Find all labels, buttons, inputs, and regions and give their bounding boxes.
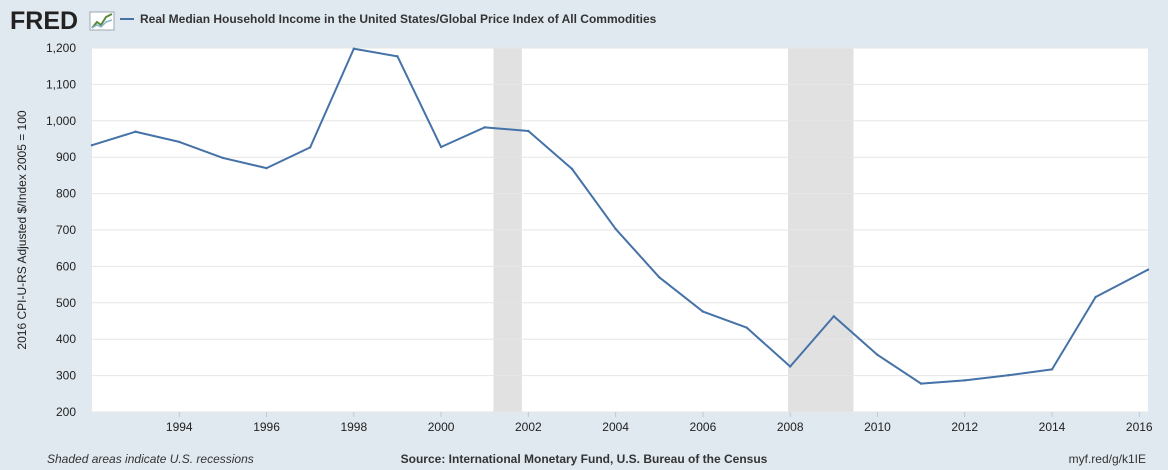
data-point	[1094, 295, 1097, 299]
fred-logo-chart-icon	[89, 11, 115, 31]
recession-note: Shaded areas indicate U.S. recessions	[47, 452, 254, 466]
fred-logo[interactable]: FRED	[10, 7, 78, 35]
y-axis-label: 2016 CPI-U-RS Adjusted $/Index 2005 = 10…	[15, 110, 29, 349]
data-point	[876, 353, 879, 357]
x-tick-label: 1994	[166, 420, 193, 434]
x-tick-label: 2014	[1039, 420, 1066, 434]
data-point	[658, 276, 661, 279]
data-point	[614, 227, 617, 231]
data-point	[963, 379, 966, 382]
y-tick-label: 1,200	[46, 41, 76, 55]
y-tick-label: 200	[56, 405, 76, 419]
y-tick-label: 1,000	[46, 114, 76, 128]
data-point	[352, 47, 356, 50]
data-point	[396, 55, 399, 58]
data-point	[1050, 368, 1054, 371]
y-tick-label: 900	[56, 150, 76, 164]
grid-lines	[92, 47, 1148, 413]
x-tick-label: 2000	[428, 420, 455, 434]
data-point	[221, 156, 225, 160]
data-point	[134, 130, 137, 133]
data-point	[90, 143, 94, 147]
series-layer	[90, 47, 1150, 385]
y-tick-label: 500	[56, 296, 76, 310]
data-point	[570, 167, 574, 171]
data-point	[1007, 374, 1010, 377]
data-point	[832, 315, 836, 318]
data-point	[919, 382, 923, 385]
short-url-link[interactable]: myf.red/g/k1IE	[1069, 452, 1146, 466]
y-tick-label: 700	[56, 223, 76, 237]
x-tick-label: 2008	[777, 420, 804, 434]
data-point	[1146, 268, 1150, 271]
y-axis-ticks: 200 300 400 500 600 700 800 900 1,000 1,100 1,200	[46, 41, 76, 419]
data-point	[788, 365, 792, 368]
y-tick-label: 300	[56, 369, 76, 383]
x-tick-label: 2006	[690, 420, 717, 434]
x-tick-label: 2004	[602, 420, 629, 434]
y-tick-label: 800	[56, 187, 76, 201]
x-tick-label: 2016	[1126, 420, 1153, 434]
source-note: Source: International Monetary Fund, U.S…	[401, 452, 768, 466]
y-tick-label: 1,100	[46, 77, 76, 91]
y-tick-label: 600	[56, 259, 76, 273]
data-point	[308, 146, 312, 149]
legend-label[interactable]: Real Median Household Income in the Unit…	[140, 12, 657, 26]
x-tick-label: 2012	[951, 420, 978, 434]
x-tick-label: 1998	[340, 420, 367, 434]
data-point	[439, 145, 443, 149]
data-point	[483, 126, 486, 129]
data-point	[527, 129, 530, 133]
data-point	[265, 166, 268, 170]
data-point	[178, 140, 181, 144]
x-tick-label: 1996	[253, 420, 280, 434]
data-point	[745, 326, 748, 329]
data-point	[701, 310, 705, 313]
x-axis-ticks: 1994 1996 1998 2000 2002 2004 2006 2008 2010 2012…	[166, 412, 1153, 434]
x-tick-label: 2010	[864, 420, 891, 434]
y-tick-label: 400	[56, 332, 76, 346]
x-tick-label: 2002	[515, 420, 542, 434]
